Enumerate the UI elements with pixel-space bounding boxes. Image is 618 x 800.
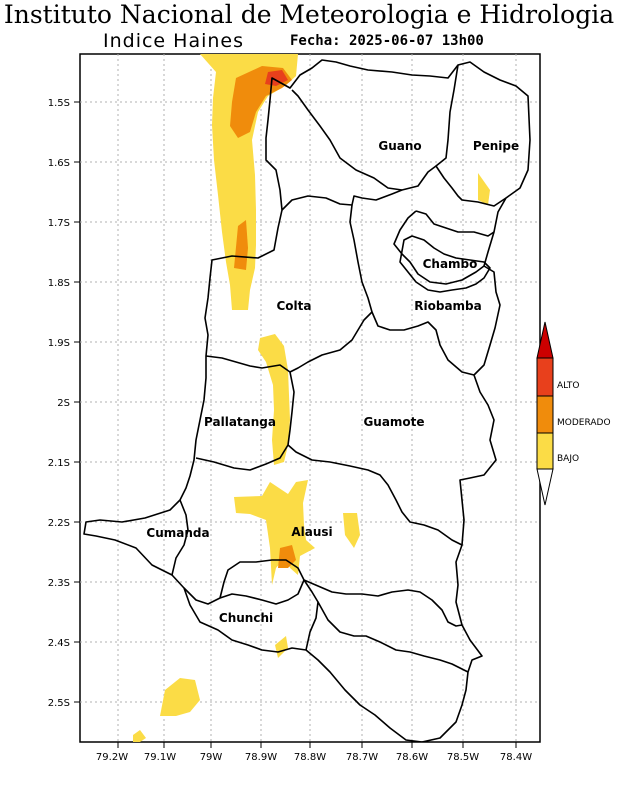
legend-swatch-alto [536,357,554,397]
region-label-chunchi: Chunchi [219,611,273,625]
lat-label: 1.7S [48,218,70,229]
lat-label: 1.9S [48,338,70,349]
lat-label: 2.3S [48,578,70,589]
latitude-labels: 1.5S 1.6S 1.7S 1.8S 1.9S 2S 2.1S 2.2S 2.… [48,98,70,709]
legend: ALTO MODERADO BAJO [536,321,611,506]
lon-label: 78.9W [245,752,277,763]
forecast-datetime: Fecha: 2025-06-07 13h00 [290,33,484,49]
region-label-pallatanga: Pallatanga [204,415,276,429]
region-label-guano: Guano [378,139,421,153]
alto-area-north [265,70,288,86]
region-label-guamote: Guamote [363,415,424,429]
legend-label-alto: ALTO [557,381,580,391]
haines-shading [133,54,490,742]
moderado-area-alausi [278,545,296,568]
lat-label: 2.2S [48,518,70,529]
region-label-cumanda: Cumanda [146,526,209,540]
axis-ticks [74,101,517,748]
lon-label: 79W [200,752,223,763]
region-label-riobamba: Riobamba [414,299,481,313]
region-label-penipe: Penipe [473,139,519,153]
lon-label: 78.4W [500,752,532,763]
lon-label: 78.7W [346,752,378,763]
lat-label: 1.8S [48,278,70,289]
page-title: Instituto Nacional de Meteorologia e Hid… [3,0,615,29]
bajo-area-south [133,730,146,742]
lat-label: 1.6S [48,158,70,169]
lon-label: 79.2W [96,752,128,763]
province-outline [83,59,531,742]
region-label-colta: Colta [277,299,312,313]
lon-label: 78.5W [447,752,479,763]
longitude-labels: 79.2W 79.1W 79W 78.9W 78.8W 78.7W 78.6W … [96,752,532,763]
legend-bottom-arrow [536,468,554,506]
legend-swatch-moderado [536,395,554,434]
legend-label-bajo: BAJO [557,454,579,464]
canton-boundaries [83,59,531,742]
legend-label-moderado: MODERADO [557,418,611,428]
lat-label: 1.5S [48,98,70,109]
bajo-area-penipe [478,173,490,205]
lat-label: 2S [57,398,70,409]
legend-swatch-bajo [536,432,554,470]
region-label-chambo: Chambo [423,257,478,271]
region-labels: Guano Penipe Chambo Riobamba Colta Palla… [146,139,519,625]
region-label-alausi: Alausi [291,525,332,539]
lat-label: 2.1S [48,458,70,469]
bajo-area-north [200,54,298,310]
bajo-area-east-alausi [343,513,360,548]
grid-lines [80,54,540,742]
lon-label: 78.8W [294,752,326,763]
lon-label: 78.6W [396,752,428,763]
map-subtitle: Indice Haines [103,30,244,52]
lon-label: 79.1W [144,752,176,763]
map-frame [79,53,541,743]
lat-label: 2.5S [48,698,70,709]
bajo-area-southwest [160,678,200,716]
lat-label: 2.4S [48,638,70,649]
